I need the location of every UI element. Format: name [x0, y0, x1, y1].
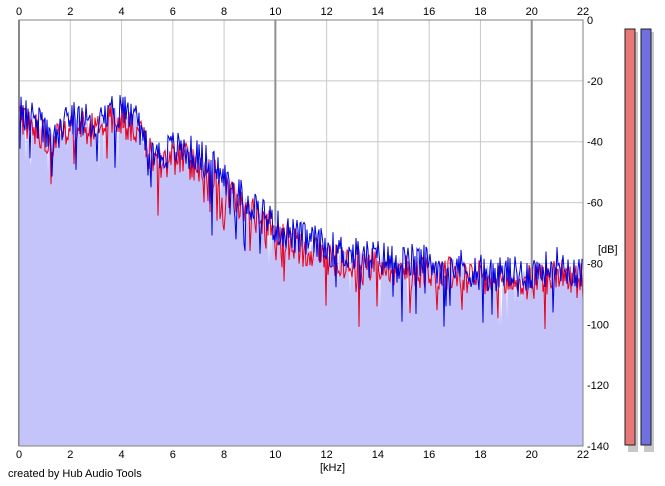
x-tick-label-bottom: 8: [221, 449, 227, 461]
x-tick-label-top: 16: [423, 6, 435, 18]
x-tick-label-top: 12: [321, 6, 333, 18]
x-axis-label: [kHz]: [320, 462, 345, 474]
y-tick-label: -120: [587, 380, 609, 392]
x-tick-label-top: 8: [221, 6, 227, 18]
plot-area: [18, 19, 584, 447]
x-tick-label-bottom: 10: [269, 449, 281, 461]
x-tick-label-bottom: 16: [423, 449, 435, 461]
x-tick-labels-top: 0 2 4 6 8 10 12 14 16 18 20 22: [16, 6, 589, 18]
x-tick-label-top: 20: [526, 6, 538, 18]
x-tick-label-top: 22: [577, 6, 589, 18]
x-tick-label-bottom: 22: [577, 449, 589, 461]
y-tick-label: -80: [587, 258, 603, 270]
x-tick-label-bottom: 12: [321, 449, 333, 461]
y-tick-label: 0: [587, 15, 593, 27]
x-tick-label-top: 14: [372, 6, 384, 18]
x-tick-label-top: 6: [170, 6, 176, 18]
credit-text: created by Hub Audio Tools: [8, 468, 142, 480]
x-tick-label-bottom: 18: [474, 449, 486, 461]
x-tick-labels-bottom: 0 2 4 6 8 10 12 14 16 18 20 22: [16, 449, 589, 461]
level-meter-left: [624, 28, 636, 446]
y-tick-label: -20: [587, 76, 603, 88]
spectrum-fill-area: [19, 100, 583, 447]
x-tick-label-bottom: 14: [372, 449, 384, 461]
x-tick-label-top: 18: [474, 6, 486, 18]
y-axis-label: [dB]: [598, 244, 618, 256]
x-tick-label-top: 2: [67, 6, 73, 18]
x-tick-label-bottom: 4: [118, 449, 124, 461]
level-meters: [624, 28, 654, 452]
x-tick-label-top: 0: [16, 6, 22, 18]
y-tick-label: -100: [587, 319, 609, 331]
x-tick-label-bottom: 0: [16, 449, 22, 461]
x-tick-label-bottom: 6: [170, 449, 176, 461]
x-tick-label-bottom: 20: [526, 449, 538, 461]
plot-border: [18, 19, 584, 447]
level-meter-right: [640, 28, 652, 446]
y-tick-labels: 0 -20 -40 -60 -80 -100 -120 -140: [587, 15, 609, 453]
x-tick-label-bottom: 2: [67, 449, 73, 461]
x-tick-label-top: 10: [269, 6, 281, 18]
series-line-blue: [18, 95, 584, 327]
y-tick-label: -60: [587, 198, 603, 210]
x-tick-label-top: 4: [118, 6, 124, 18]
y-tick-label: -40: [587, 137, 603, 149]
y-tick-label: -140: [587, 441, 609, 453]
